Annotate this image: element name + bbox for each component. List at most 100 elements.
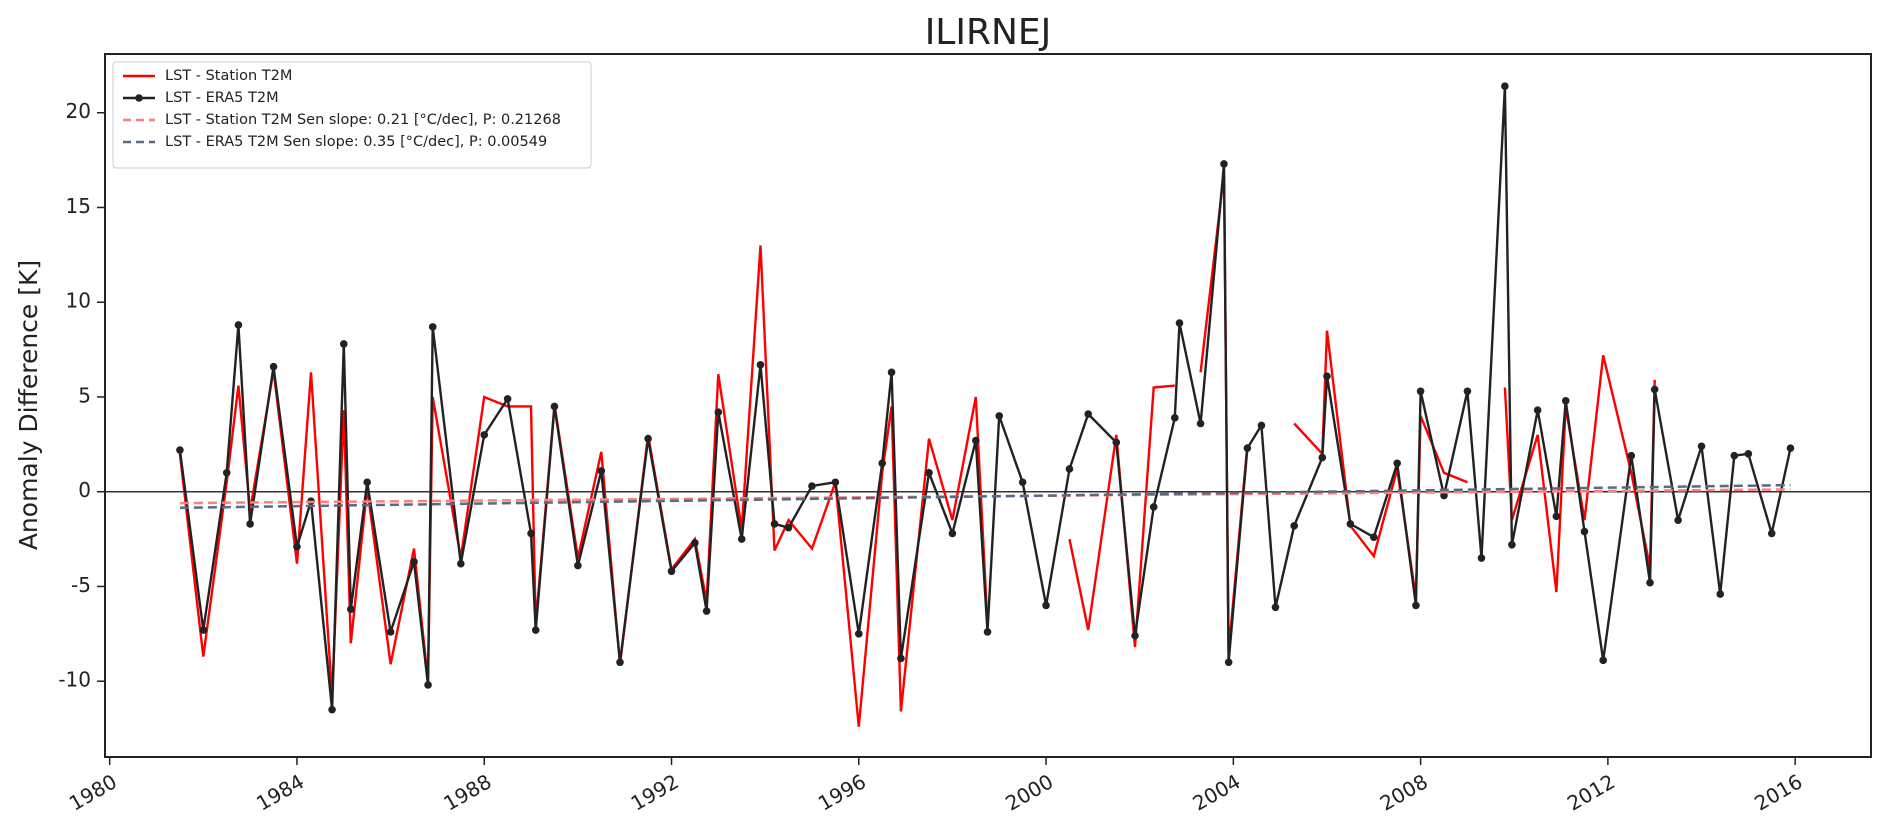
marker bbox=[831, 478, 840, 487]
marker bbox=[1561, 396, 1570, 405]
marker bbox=[363, 478, 371, 487]
marker bbox=[808, 482, 816, 490]
x-tick-label: 1980 bbox=[65, 769, 121, 815]
marker bbox=[1271, 603, 1280, 612]
y-tick-label: 10 bbox=[66, 289, 91, 313]
marker bbox=[1744, 450, 1753, 458]
marker bbox=[527, 529, 535, 538]
marker bbox=[925, 468, 933, 477]
marker bbox=[386, 628, 395, 636]
marker bbox=[1290, 522, 1298, 530]
x-tick-label: 2016 bbox=[1750, 769, 1806, 815]
marker bbox=[234, 321, 243, 329]
marker bbox=[1599, 656, 1607, 665]
marker bbox=[784, 523, 793, 532]
marker bbox=[948, 529, 957, 538]
marker bbox=[222, 468, 231, 477]
marker bbox=[1318, 453, 1327, 462]
marker bbox=[1084, 410, 1092, 418]
x-tick-label: 1988 bbox=[439, 769, 495, 815]
marker bbox=[878, 459, 886, 468]
marker bbox=[1171, 414, 1179, 422]
x-tick-label: 1984 bbox=[252, 769, 308, 815]
y-axis-label: Anomaly Difference [K] bbox=[14, 260, 43, 550]
marker bbox=[897, 654, 905, 663]
y-tick-label: 20 bbox=[66, 99, 91, 123]
marker bbox=[199, 626, 208, 634]
marker bbox=[702, 607, 711, 615]
marker bbox=[770, 520, 779, 528]
marker bbox=[503, 395, 512, 403]
marker bbox=[737, 535, 746, 543]
marker bbox=[756, 360, 765, 369]
marker bbox=[1112, 438, 1121, 447]
marker bbox=[995, 412, 1004, 420]
x-tick-label: 1992 bbox=[627, 769, 683, 815]
legend-label: LST - Station T2M bbox=[165, 68, 292, 84]
legend-box bbox=[112, 61, 592, 169]
x-tick-label: 2004 bbox=[1188, 769, 1244, 815]
legend-marker bbox=[135, 94, 143, 102]
marker bbox=[424, 681, 432, 689]
y-tick-label: -10 bbox=[58, 668, 91, 692]
legend-label: LST - ERA5 T2M Sen slope: 0.35 [°C/dec],… bbox=[165, 134, 547, 150]
marker bbox=[597, 467, 606, 475]
marker bbox=[428, 323, 437, 331]
marker bbox=[1131, 631, 1139, 640]
marker bbox=[1477, 554, 1486, 562]
marker bbox=[1697, 442, 1706, 451]
x-tick-label: 2000 bbox=[1001, 769, 1057, 815]
marker bbox=[1627, 451, 1636, 460]
marker bbox=[1786, 444, 1795, 452]
marker bbox=[574, 561, 582, 570]
marker bbox=[983, 628, 992, 636]
marker bbox=[339, 340, 348, 348]
marker bbox=[1065, 465, 1074, 473]
marker bbox=[1018, 478, 1027, 487]
trend-line bbox=[179, 483, 1791, 510]
marker bbox=[1149, 503, 1158, 511]
series-line bbox=[178, 245, 989, 727]
marker bbox=[269, 362, 278, 371]
marker bbox=[667, 567, 676, 576]
marker bbox=[616, 658, 624, 667]
marker bbox=[1650, 385, 1659, 394]
x-tick-label: 2012 bbox=[1563, 769, 1619, 815]
marker bbox=[1674, 516, 1682, 524]
marker bbox=[691, 539, 699, 547]
y-tick-label: 0 bbox=[78, 478, 91, 502]
x-tick-label: 2008 bbox=[1376, 769, 1432, 815]
marker bbox=[346, 605, 355, 613]
marker bbox=[1533, 406, 1542, 415]
marker bbox=[972, 436, 980, 445]
marker bbox=[531, 626, 540, 634]
marker bbox=[1580, 527, 1589, 536]
marker bbox=[854, 630, 863, 638]
marker bbox=[1716, 590, 1725, 598]
axes-frame bbox=[104, 53, 1872, 758]
y-tick-label: -5 bbox=[71, 573, 91, 597]
marker bbox=[550, 402, 559, 411]
marker bbox=[1042, 601, 1050, 610]
marker bbox=[410, 558, 418, 566]
series-line bbox=[178, 86, 1792, 710]
series-line bbox=[1503, 355, 1656, 593]
legend-label: LST - Station T2M Sen slope: 0.21 [°C/de… bbox=[165, 112, 561, 128]
marker bbox=[1552, 512, 1561, 521]
marker bbox=[1323, 372, 1331, 380]
marker bbox=[1257, 421, 1266, 430]
marker bbox=[176, 446, 184, 454]
marker bbox=[644, 434, 652, 443]
marker bbox=[1175, 319, 1184, 327]
marker bbox=[1416, 387, 1425, 396]
marker bbox=[1508, 540, 1516, 549]
marker bbox=[1730, 451, 1739, 460]
marker bbox=[1463, 387, 1472, 396]
marker bbox=[1412, 601, 1420, 610]
marker bbox=[457, 559, 465, 568]
marker bbox=[1346, 520, 1355, 528]
marker bbox=[1224, 658, 1233, 667]
marker bbox=[714, 408, 723, 416]
